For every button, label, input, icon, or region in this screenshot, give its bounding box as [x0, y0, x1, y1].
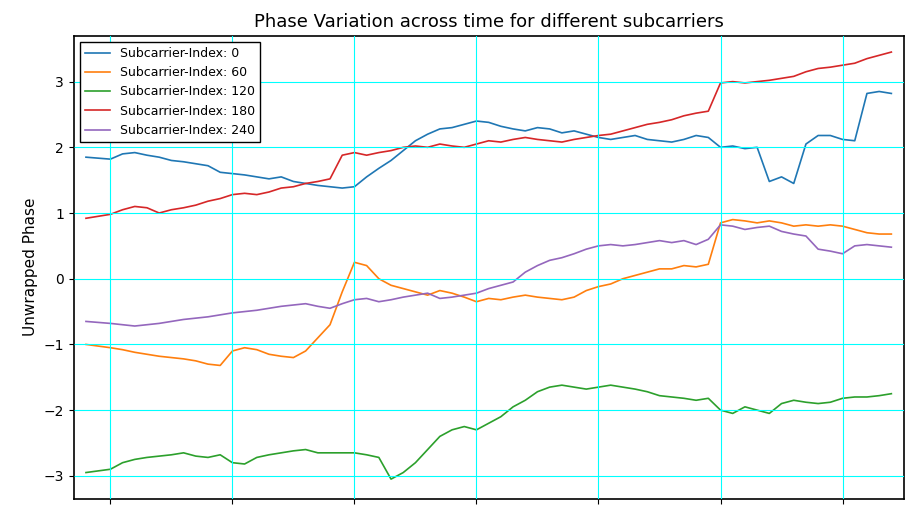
Subcarrier-Index: 60: (29, -0.28): 60: (29, -0.28) [459, 294, 470, 300]
Subcarrier-Index: 240: (64, 0.48): 240: (64, 0.48) [886, 244, 897, 250]
Legend: Subcarrier-Index: 0, Subcarrier-Index: 60, Subcarrier-Index: 120, Subcarrier-Ind: Subcarrier-Index: 0, Subcarrier-Index: 6… [80, 42, 260, 142]
Line: Subcarrier-Index: 60: Subcarrier-Index: 60 [86, 219, 892, 365]
Subcarrier-Index: 180: (-2, 0.92): 180: (-2, 0.92) [80, 215, 91, 221]
Subcarrier-Index: 60: (64, 0.68): 60: (64, 0.68) [886, 231, 897, 237]
Subcarrier-Index: 120: (15, -2.62): 120: (15, -2.62) [288, 448, 299, 454]
Subcarrier-Index: 180: (27, 2.05): 180: (27, 2.05) [434, 141, 445, 147]
Subcarrier-Index: 60: (-2, -1): 60: (-2, -1) [80, 342, 91, 348]
Subcarrier-Index: 240: (52, 0.75): 240: (52, 0.75) [739, 227, 751, 233]
Subcarrier-Index: 180: (9, 1.22): 180: (9, 1.22) [215, 195, 226, 202]
Subcarrier-Index: 120: (37, -1.62): 120: (37, -1.62) [556, 382, 567, 388]
Line: Subcarrier-Index: 240: Subcarrier-Index: 240 [86, 225, 892, 326]
Subcarrier-Index: 120: (52, -1.95): 120: (52, -1.95) [739, 404, 751, 410]
Subcarrier-Index: 0: (4, 1.85): 0: (4, 1.85) [154, 154, 165, 160]
Subcarrier-Index: 240: (50, 0.82): 240: (50, 0.82) [715, 222, 726, 228]
Subcarrier-Index: 60: (28, -0.22): 60: (28, -0.22) [446, 290, 457, 296]
Subcarrier-Index: 180: (19, 1.88): 180: (19, 1.88) [337, 152, 348, 158]
Subcarrier-Index: 120: (64, -1.75): 120: (64, -1.75) [886, 390, 897, 397]
Subcarrier-Index: 60: (4, -1.18): 60: (4, -1.18) [154, 353, 165, 359]
Subcarrier-Index: 0: (15, 1.48): 0: (15, 1.48) [288, 179, 299, 185]
Subcarrier-Index: 240: (-2, -0.65): 240: (-2, -0.65) [80, 318, 91, 324]
Subcarrier-Index: 0: (63, 2.85): 0: (63, 2.85) [874, 89, 885, 95]
Line: Subcarrier-Index: 0: Subcarrier-Index: 0 [86, 92, 892, 188]
Subcarrier-Index: 240: (20, -0.32): 240: (20, -0.32) [349, 297, 360, 303]
Subcarrier-Index: 0: (20, 1.4): 0: (20, 1.4) [349, 184, 360, 190]
Subcarrier-Index: 240: (16, -0.38): 240: (16, -0.38) [300, 301, 311, 307]
Subcarrier-Index: 0: (29, 2.35): 0: (29, 2.35) [459, 121, 470, 127]
Subcarrier-Index: 0: (19, 1.38): 0: (19, 1.38) [337, 185, 348, 191]
Line: Subcarrier-Index: 180: Subcarrier-Index: 180 [86, 52, 892, 218]
Subcarrier-Index: 60: (52, 0.88): 60: (52, 0.88) [739, 218, 751, 224]
Subcarrier-Index: 0: (64, 2.82): 0: (64, 2.82) [886, 91, 897, 97]
Subcarrier-Index: 120: (4, -2.7): 120: (4, -2.7) [154, 453, 165, 459]
Subcarrier-Index: 120: (-2, -2.95): 120: (-2, -2.95) [80, 469, 91, 475]
Subcarrier-Index: 240: (28, -0.28): 240: (28, -0.28) [446, 294, 457, 300]
Subcarrier-Index: 60: (20, 0.25): 60: (20, 0.25) [349, 259, 360, 265]
Subcarrier-Index: 0: (28, 2.3): 0: (28, 2.3) [446, 125, 457, 131]
Subcarrier-Index: 60: (16, -1.1): 60: (16, -1.1) [300, 348, 311, 354]
Title: Phase Variation across time for different subcarriers: Phase Variation across time for differen… [254, 13, 724, 31]
Subcarrier-Index: 240: (5, -0.65): 240: (5, -0.65) [166, 318, 177, 324]
Subcarrier-Index: 180: (15, 1.4): 180: (15, 1.4) [288, 184, 299, 190]
Subcarrier-Index: 180: (64, 3.45): 180: (64, 3.45) [886, 49, 897, 55]
Subcarrier-Index: 180: (50, 2.98): 180: (50, 2.98) [715, 80, 726, 86]
Subcarrier-Index: 60: (51, 0.9): 60: (51, 0.9) [727, 216, 739, 222]
Subcarrier-Index: 120: (19, -2.65): 120: (19, -2.65) [337, 450, 348, 456]
Subcarrier-Index: 240: (2, -0.72): 240: (2, -0.72) [129, 323, 140, 329]
Subcarrier-Index: 0: (-2, 1.85): 0: (-2, 1.85) [80, 154, 91, 160]
Subcarrier-Index: 240: (29, -0.25): 240: (29, -0.25) [459, 292, 470, 298]
Subcarrier-Index: 120: (29, -2.25): 120: (29, -2.25) [459, 423, 470, 430]
Subcarrier-Index: 60: (9, -1.32): 60: (9, -1.32) [215, 362, 226, 369]
Subcarrier-Index: 120: (28, -2.3): 120: (28, -2.3) [446, 427, 457, 433]
Subcarrier-Index: 180: (59, 3.22): 180: (59, 3.22) [825, 64, 836, 70]
Y-axis label: Unwrapped Phase: Unwrapped Phase [23, 198, 38, 336]
Subcarrier-Index: 0: (51, 2.02): 0: (51, 2.02) [727, 143, 739, 149]
Subcarrier-Index: 120: (23, -3.05): 120: (23, -3.05) [385, 476, 396, 482]
Line: Subcarrier-Index: 120: Subcarrier-Index: 120 [86, 385, 892, 479]
